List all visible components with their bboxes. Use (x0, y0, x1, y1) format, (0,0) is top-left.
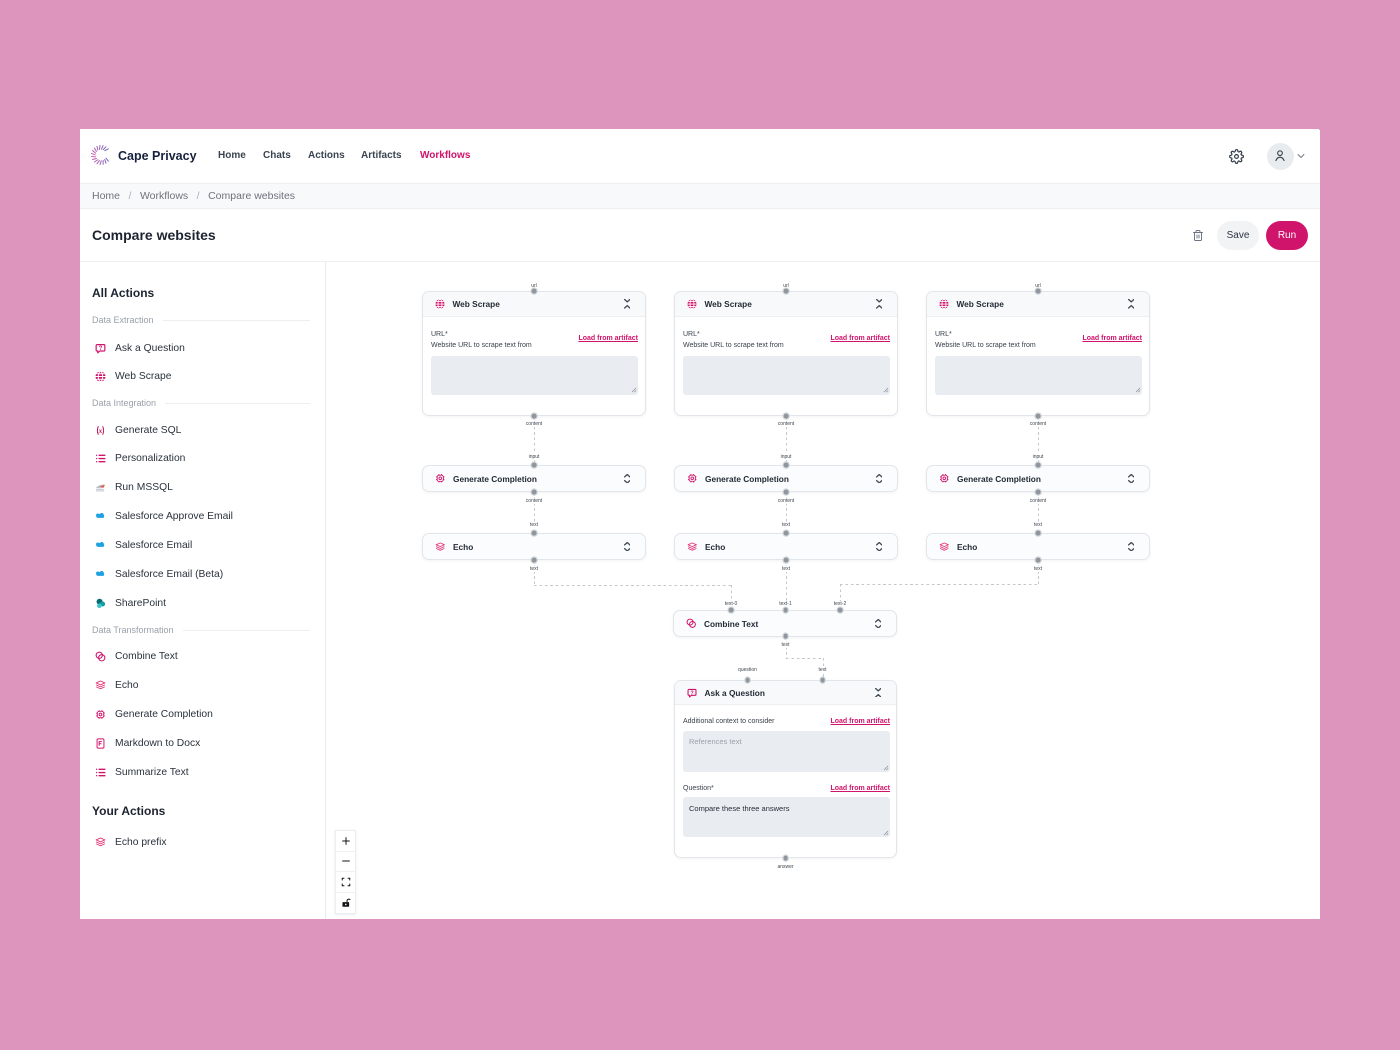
svg-text:x: x (98, 425, 103, 434)
svg-text:?: ? (99, 346, 103, 352)
svg-text:?: ? (690, 690, 693, 696)
